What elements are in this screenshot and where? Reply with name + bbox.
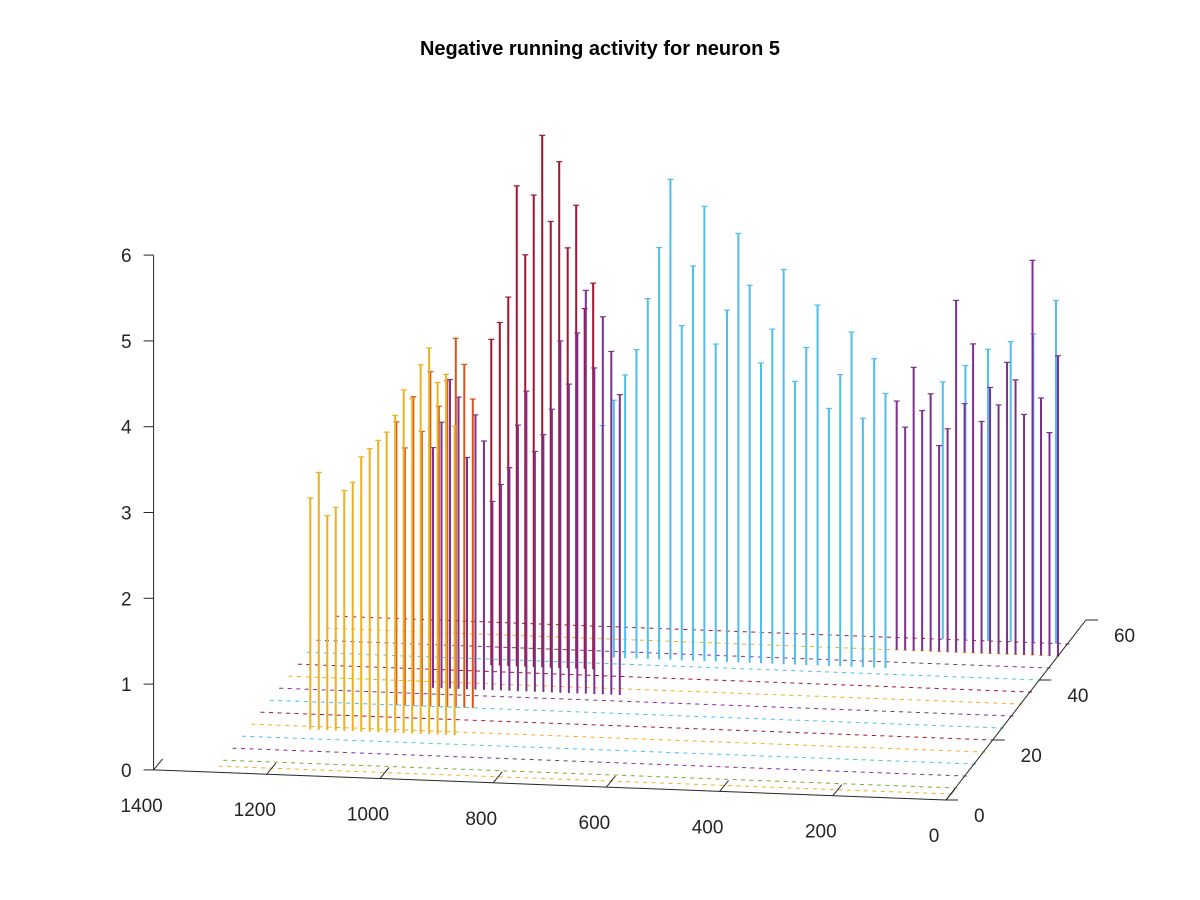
y-tick-label: 0 [974,806,985,827]
z-tick-label: 2 [121,589,132,610]
z-tick-label: 3 [121,504,132,525]
y-tick-label: 40 [1067,686,1088,707]
stem-series [307,134,1061,736]
x-tick [832,784,843,797]
x-tick-label: 400 [692,817,724,838]
x-tick [606,775,616,788]
x-tick-label: 0 [929,826,940,847]
x-tick [379,767,390,779]
x-tick [266,762,277,775]
x-axis-line [153,769,947,801]
x-tick-label: 600 [579,813,611,834]
baseline-markers [218,615,1070,795]
x-tick-label: 1400 [120,796,162,817]
x-tick [492,771,503,784]
x-tick-label: 1000 [347,805,389,826]
z-tick-label: 0 [121,761,132,782]
y-axis-line [945,619,1087,801]
z-tick-label: 6 [121,246,132,267]
x-tick-label: 800 [465,809,497,830]
x-tick [719,780,729,792]
x-tick [153,758,163,771]
y-tick-label: 20 [1021,746,1042,767]
z-tick-label: 5 [121,332,132,353]
chart-title: Negative running activity for neuron 5 [419,38,781,60]
z-tick-label: 4 [121,418,132,439]
z-tick-label: 1 [121,675,132,696]
y-tick-label: 60 [1114,626,1135,647]
x-tick-label: 200 [805,822,837,843]
x-tick-label: 1200 [234,800,276,821]
x-tick [945,788,956,801]
